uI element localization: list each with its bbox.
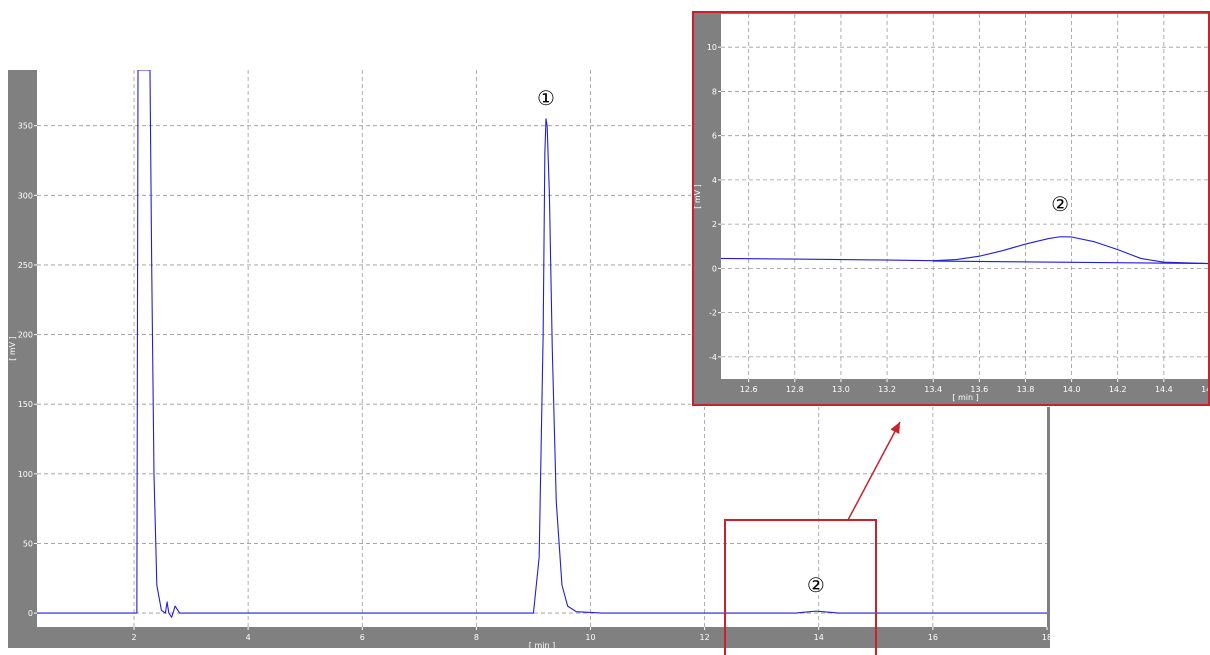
x-tick-label: 12.8	[786, 385, 804, 394]
y-tick-label: 0	[28, 609, 33, 618]
x-tick-label: 14.4	[1155, 385, 1173, 394]
plot-area	[721, 14, 1210, 379]
x-tick-label: 13.8	[1017, 385, 1035, 394]
x-tick-label: 12	[700, 633, 710, 642]
x-tick-label: 6	[360, 633, 365, 642]
y-tick-label: 8	[712, 87, 717, 96]
y-tick-label: 200	[18, 331, 33, 340]
peak-marker: ①	[537, 86, 555, 110]
y-tick-label: 2	[712, 220, 717, 229]
x-tick-label: 12.6	[740, 385, 758, 394]
x-tick-label: 2	[131, 633, 136, 642]
series-line-0	[721, 236, 1210, 265]
y-axis-label: [ mV ]	[8, 336, 17, 361]
y-tick-label: 350	[18, 122, 33, 131]
y-tick-label: 100	[18, 470, 33, 479]
zoom-region-box	[724, 519, 877, 655]
y-tick-label: 300	[18, 191, 33, 200]
x-tick-label: 10	[585, 633, 595, 642]
y-tick-label: 6	[712, 132, 717, 141]
x-tick-label: 4	[246, 633, 251, 642]
zoom-highlight-rect	[724, 519, 877, 655]
zoom-arrow	[847, 421, 901, 521]
y-tick-label: 4	[712, 176, 717, 185]
x-tick-label: 13.6	[970, 385, 988, 394]
inset-chromatogram: 12.6 12.8 13.0 13.2 13.4 13.6 13.8 14.0 14.2 14.4…	[691, 10, 1210, 407]
y-axis-label: [ mV ]	[693, 184, 702, 209]
y-tick-label: 10	[707, 43, 717, 52]
y-tick-label: -2	[709, 309, 717, 318]
x-tick-label: 13.0	[832, 385, 850, 394]
x-tick-label: 8	[474, 633, 479, 642]
x-tick-label: 18	[1042, 633, 1052, 642]
arrow-head	[890, 422, 900, 435]
y-tick-label: 50	[23, 539, 33, 548]
x-tick-label: 13.4	[924, 385, 942, 394]
arrow-shaft	[847, 421, 901, 521]
y-tick-label: -4	[709, 353, 717, 362]
peak-marker: ②	[807, 573, 825, 597]
peak-marker: ②	[1051, 192, 1069, 216]
x-axis-label: [ min ]	[952, 393, 978, 402]
series-line-0	[37, 70, 1047, 618]
x-tick-label: 14	[814, 633, 824, 642]
y-tick-label: 250	[18, 261, 33, 270]
x-tick-label: 14.6	[1201, 385, 1210, 394]
x-axis-label: [ min ]	[529, 641, 555, 650]
x-tick-label: 13.2	[878, 385, 896, 394]
x-tick-label: 14.0	[1063, 385, 1081, 394]
y-tick-label: 0	[712, 264, 717, 273]
y-tick-label: 150	[18, 400, 33, 409]
inset-border	[692, 11, 1210, 406]
x-tick-label: 14.2	[1109, 385, 1127, 394]
x-tick-label: 16	[928, 633, 938, 642]
series-line-1	[933, 260, 1210, 265]
